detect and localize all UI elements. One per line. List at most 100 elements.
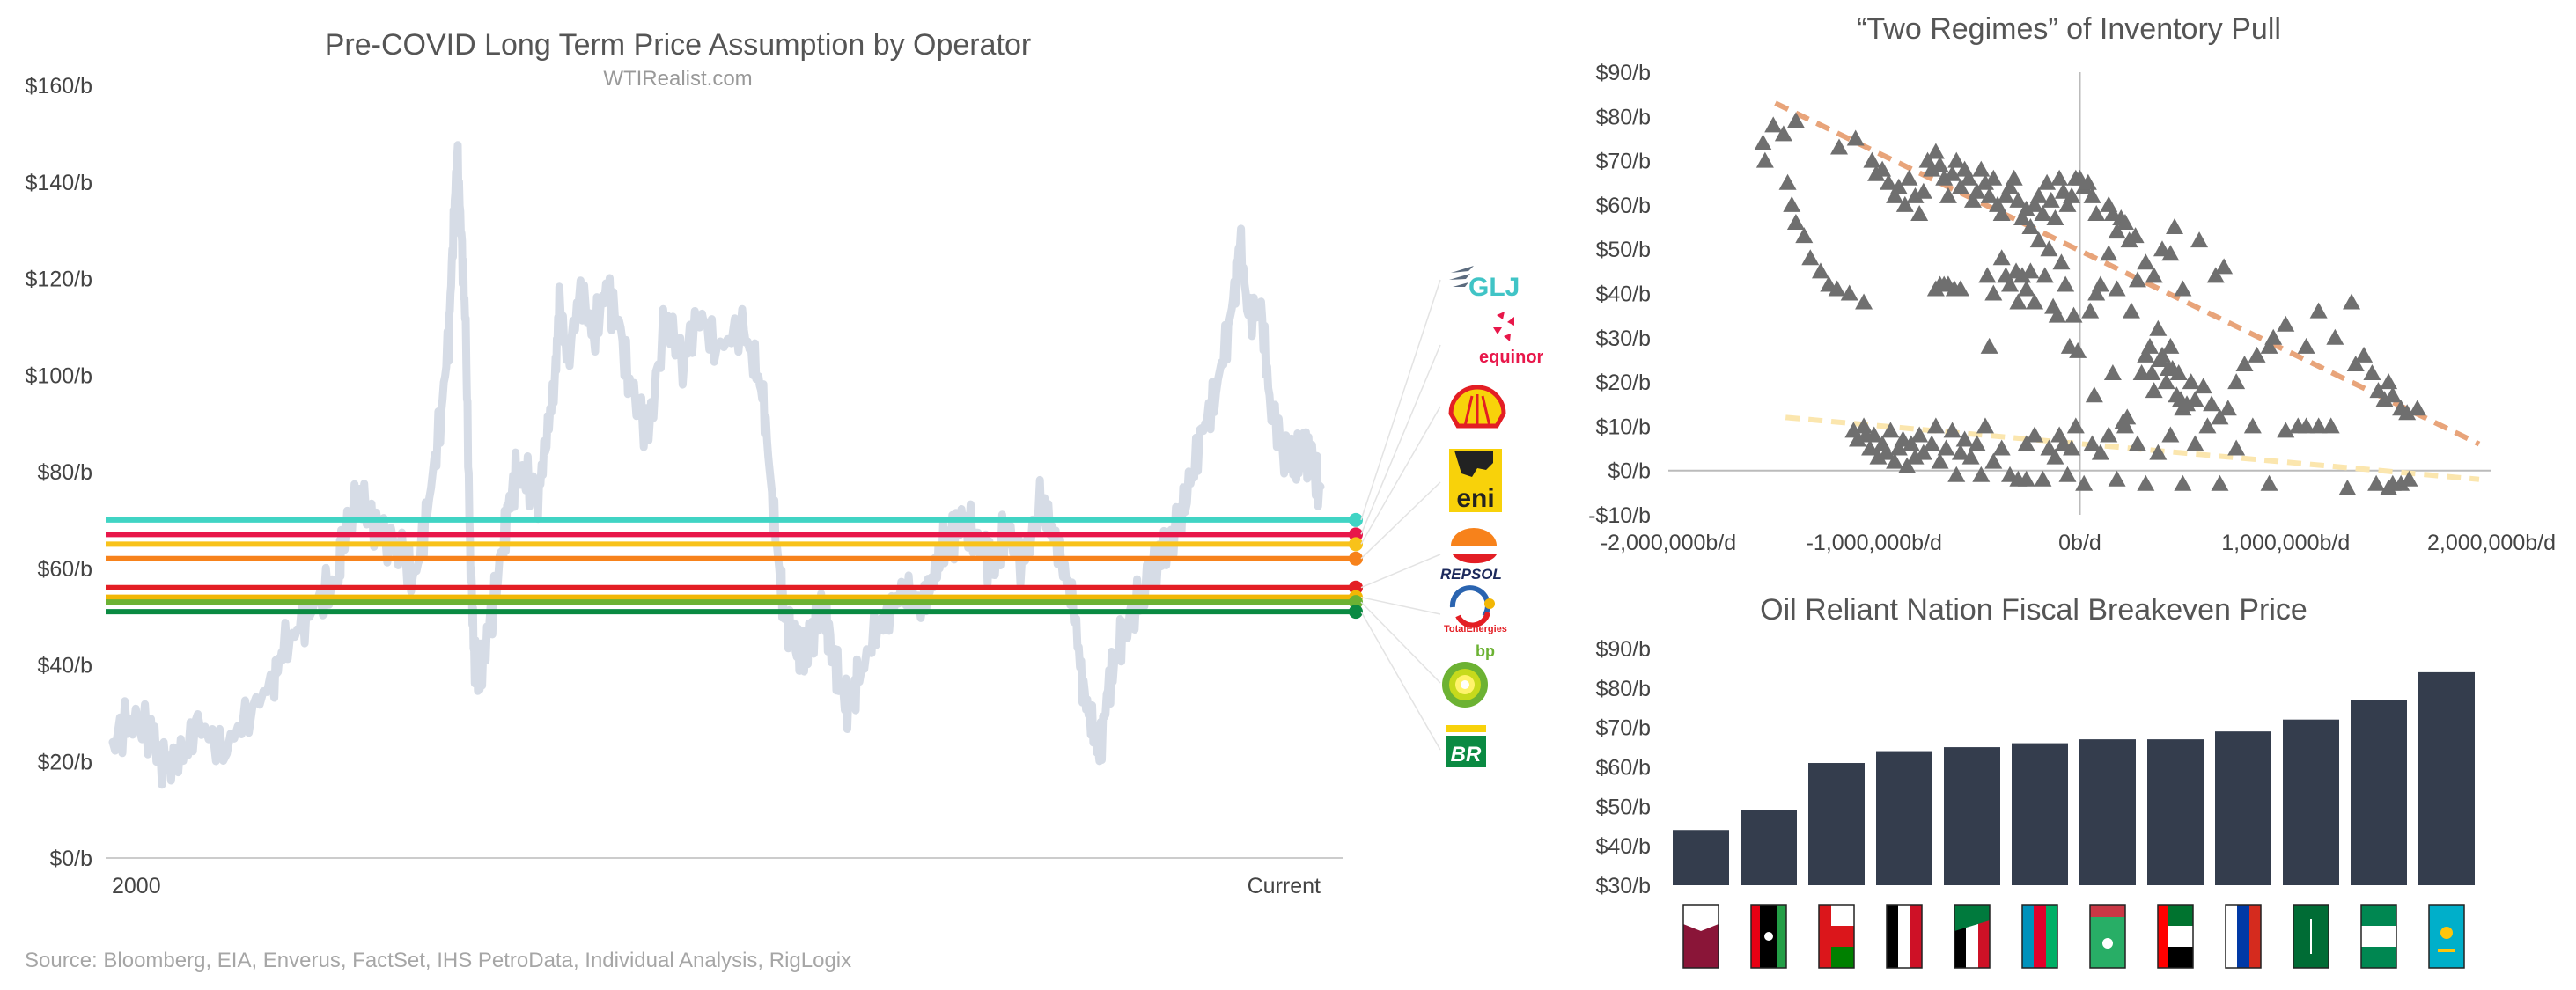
- scatter-point: [2128, 271, 2146, 288]
- scatter-point: [1828, 280, 1846, 297]
- scatter-point: [1895, 195, 1914, 212]
- scatter-point: [1880, 173, 1898, 190]
- operator-marker-glj: [1349, 512, 1363, 527]
- bar-series: [1673, 671, 2475, 885]
- scatter-point: [2069, 341, 2087, 358]
- scatter-point: [1968, 435, 1986, 451]
- scatter-point: [1830, 138, 1849, 155]
- scatter-point: [2137, 474, 2155, 491]
- operator-marker-equinor: [1349, 527, 1363, 542]
- scatter-point: [2219, 400, 2237, 416]
- kazakhstan-flag-icon: [2428, 904, 2465, 969]
- scatter-point: [2013, 209, 2032, 225]
- scatter-point: [2182, 373, 2200, 390]
- scatter-point: [1914, 444, 1932, 460]
- scatter-point: [1980, 337, 1998, 354]
- bar-y-tick: $80/b: [1595, 677, 1651, 701]
- scatter-point: [1955, 430, 1974, 447]
- y-tick-label: $160/b: [26, 74, 92, 99]
- scatter-point: [2009, 293, 2028, 310]
- scatter-point: [2038, 173, 2057, 190]
- scatter-point: [2116, 214, 2134, 231]
- scatter-point: [2017, 200, 2035, 216]
- scatter-point: [1923, 435, 1941, 451]
- svg-text:equinor: equinor: [1479, 348, 1544, 367]
- scatter-point: [2034, 470, 2052, 487]
- scatter-point: [1881, 422, 1900, 438]
- scatter-point: [2153, 346, 2171, 363]
- scatter-title: “Two Regimes” of Inventory Pull: [1857, 12, 2281, 46]
- x-tick-label-end: Current: [1248, 874, 1321, 898]
- scatter-point: [1869, 448, 1888, 465]
- scatter-point: [2122, 302, 2140, 319]
- scatter-point: [2174, 280, 2192, 297]
- bar-uae: [2147, 739, 2204, 885]
- scatter-y-tick: $90/b: [1595, 61, 1651, 85]
- scatter-y-tick: $20/b: [1595, 370, 1651, 395]
- scatter-axes: -$10/b $0/b $10/b $20/b $30/b $40/b $50/b $60/b…: [1588, 61, 2556, 555]
- scatter-point: [2058, 195, 2077, 212]
- scatter-point: [2149, 319, 2168, 336]
- scatter-point: [1786, 112, 1805, 128]
- scatter-point: [2346, 355, 2365, 371]
- svg-text:GLJ: GLJ: [1468, 273, 1520, 302]
- scatter-point: [2026, 426, 2044, 443]
- scatter-point: [1906, 187, 1925, 203]
- scatter-point: [1984, 169, 2003, 186]
- scatter-point: [2083, 435, 2101, 451]
- scatter-point: [2021, 218, 2040, 235]
- scatter-point: [2026, 195, 2044, 212]
- scatter-point: [2017, 470, 2035, 487]
- scatter-point: [2128, 435, 2146, 451]
- scatter-point: [2174, 474, 2192, 491]
- scatter-point: [1980, 187, 1998, 203]
- scatter-y-tick: $0/b: [1608, 459, 1651, 484]
- scatter-point: [2383, 386, 2402, 403]
- scatter-point: [1943, 165, 1961, 181]
- bar-y-tick: $40/b: [1595, 834, 1651, 859]
- y-tick-label: $40/b: [37, 654, 92, 678]
- scatter-point: [1984, 284, 2003, 301]
- scatter-point: [2143, 364, 2161, 381]
- scatter-point: [2215, 258, 2234, 275]
- scatter-point: [1947, 151, 1966, 168]
- scatter-point: [2085, 386, 2103, 403]
- scatter-point: [1906, 448, 1925, 465]
- scatter-point: [1898, 457, 1917, 473]
- flag-border: [1682, 904, 1719, 969]
- scatter-point: [1886, 187, 1904, 203]
- scatter-point: [2149, 444, 2168, 460]
- scatter-point: [1778, 173, 1797, 190]
- scatter-point: [2248, 346, 2266, 363]
- scatter-point: [2145, 382, 2163, 399]
- bar-y-tick: $70/b: [1595, 716, 1651, 741]
- scatter-point: [2326, 328, 2344, 345]
- scatter-point: [2140, 337, 2159, 354]
- scatter-point: [2046, 448, 2064, 465]
- scatter-point: [1795, 227, 1814, 244]
- y-tick-label: $140/b: [26, 171, 92, 195]
- scatter-point: [1889, 439, 1908, 456]
- scatter-point: [1997, 187, 2015, 203]
- operator-marker-bp: [1349, 595, 1363, 610]
- scatter-point: [2408, 400, 2426, 416]
- scatter-point: [1861, 439, 1880, 456]
- scatter-point: [2166, 218, 2184, 235]
- scatter-point: [1976, 173, 1994, 190]
- scatter-point: [2161, 337, 2180, 354]
- scatter-point: [2186, 435, 2204, 451]
- scatter-y-tick: $40/b: [1595, 282, 1651, 307]
- scatter-point: [2203, 395, 2221, 412]
- scatter-point: [2186, 391, 2204, 407]
- scatter-point: [2227, 373, 2246, 390]
- scatter-point: [2194, 378, 2212, 394]
- chart-subtitle: WTIRealist.com: [603, 67, 752, 91]
- scatter-points: [1754, 112, 2426, 495]
- scatter-point: [2392, 474, 2410, 491]
- scatter-point: [2091, 275, 2109, 292]
- scatter-point: [2081, 302, 2100, 319]
- scatter-point: [1984, 452, 2003, 469]
- scatter-point: [2100, 426, 2118, 443]
